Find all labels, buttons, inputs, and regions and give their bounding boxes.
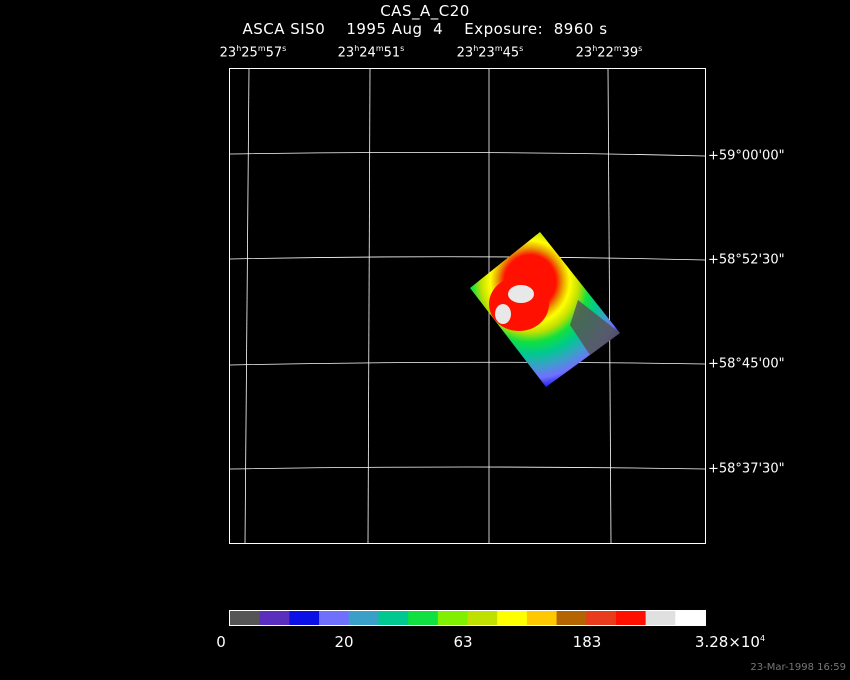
colorbar-label: 63: [453, 633, 473, 651]
colorbar-segment: [319, 611, 350, 625]
instrument: ASCA SIS0: [242, 20, 326, 38]
colorbar-segment: [556, 611, 587, 625]
colorbar-segment: [526, 611, 558, 625]
colorbar-segment: [675, 611, 706, 625]
dec-gridline: [229, 466, 706, 470]
colorbar-segment: [497, 611, 528, 625]
colorbar-segment: [437, 611, 468, 625]
colorbar-label: 183: [572, 633, 602, 651]
ra-label: 23h25m57s: [219, 44, 287, 61]
ra-gridline: [244, 68, 250, 544]
dec-label: +58°52'30": [708, 252, 785, 268]
colorbar-segment: [378, 611, 409, 625]
colorbar-max-label: 3.28×104: [694, 633, 766, 651]
colorbar-segment: [230, 611, 261, 625]
colorbar-label: 20: [334, 633, 354, 651]
peak-region: [508, 285, 534, 303]
colorbar-segment: [645, 611, 676, 625]
ra-gridline: [607, 68, 612, 544]
source-core: [489, 277, 549, 331]
dec-label: +59°00'00": [708, 148, 785, 164]
exposure-value: 8960 s: [553, 20, 608, 38]
colorbar: [230, 611, 706, 625]
ra-gridline: [367, 68, 371, 544]
timestamp: 23-Mar-1998 16:59: [750, 662, 846, 673]
colorbar-segment: [586, 611, 617, 625]
ra-label: 23h22m39s: [575, 44, 643, 61]
colorbar-segment: [348, 611, 379, 625]
ra-label: 23h23m45s: [456, 44, 524, 61]
colorbar-segment: [289, 611, 320, 625]
peak-region: [495, 304, 511, 324]
colorbar-segment: [467, 611, 498, 625]
dec-label: +58°37'30": [708, 461, 785, 477]
colorbar-frame: [229, 610, 706, 626]
exposure-label: Exposure:: [464, 20, 544, 38]
colorbar-segment: [615, 611, 647, 625]
plot-frame: [229, 68, 706, 544]
colorbar-segment: [259, 611, 290, 625]
plot-title: CAS_A_C20: [380, 2, 470, 20]
colorbar-segment: [408, 611, 439, 625]
ra-label: 23h24m51s: [337, 44, 405, 61]
background-region: [570, 300, 620, 355]
dec-gridline: [229, 256, 706, 261]
obs-date: 1995 Aug 4: [346, 20, 444, 38]
dec-gridline: [229, 152, 706, 157]
observation-info: ASCA SIS0 1995 Aug 4 Exposure: 8960 s: [0, 20, 850, 38]
colorbar-label: 0: [216, 633, 226, 651]
dec-label: +58°45'00": [708, 356, 785, 372]
dec-gridline: [229, 361, 706, 366]
